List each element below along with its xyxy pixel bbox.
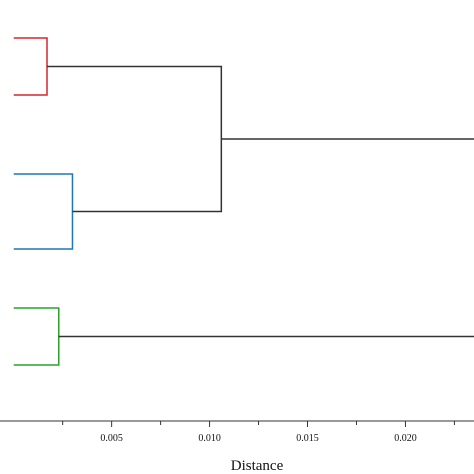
merge-cluster3: [13, 307, 60, 366]
dendrogram-links: [13, 37, 474, 366]
x-axis-ticks: 0.005 0.010 0.015 0.020: [62, 421, 455, 444]
x-axis-label: Distance: [231, 458, 284, 474]
x-tick-label: 0.015: [296, 433, 319, 444]
x-tick-label: 0.020: [394, 433, 417, 444]
x-tick-label: 0.005: [100, 433, 123, 444]
merge-cluster2: [13, 173, 74, 250]
x-tick-label: 0.010: [198, 433, 221, 444]
merge-cluster1: [13, 37, 48, 96]
merge-root: [58, 138, 474, 338]
